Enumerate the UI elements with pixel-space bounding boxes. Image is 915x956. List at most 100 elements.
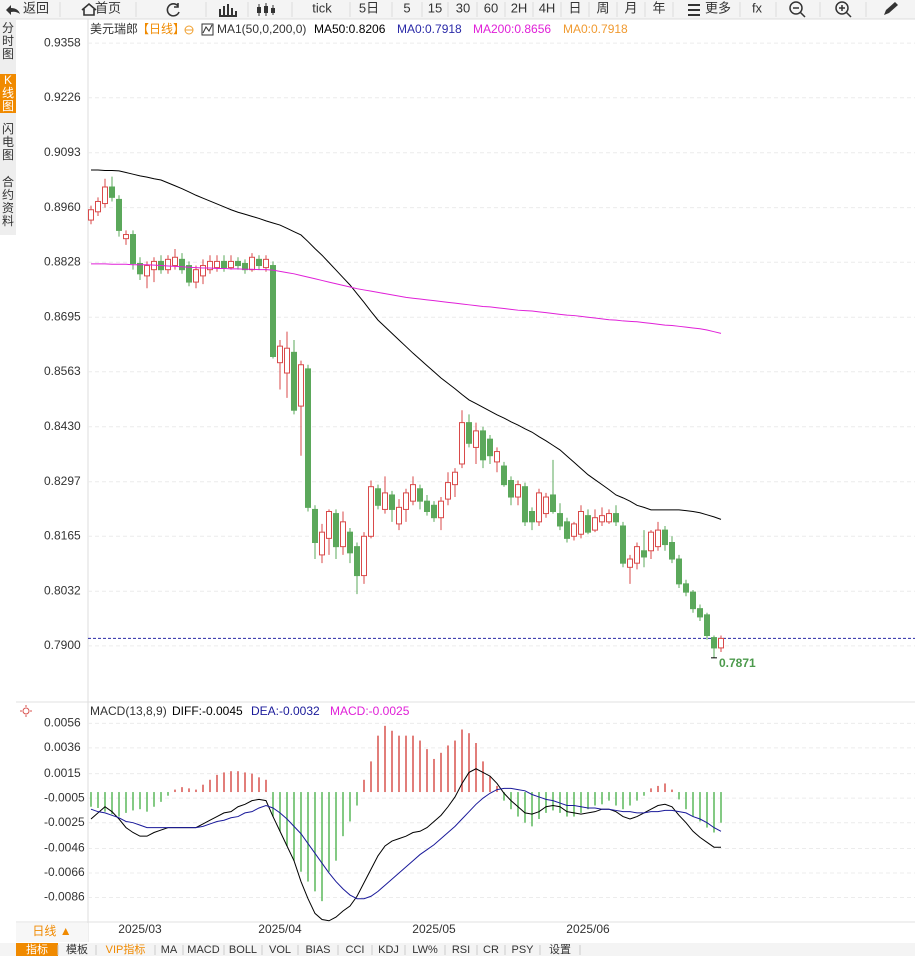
y-tick-label: -0.0046: [44, 841, 85, 855]
bottom-tab[interactable]: LW%: [412, 944, 438, 956]
bar-chart-icon[interactable]: [219, 4, 237, 17]
ma-icon[interactable]: [201, 23, 214, 36]
toolbar-button[interactable]: 月: [624, 0, 637, 15]
toolbar-button[interactable]: 15: [428, 0, 442, 15]
candle-body: [165, 258, 171, 271]
tab-active-bg: [16, 943, 58, 956]
bottom-tab[interactable]: RSI: [452, 944, 470, 956]
candle-body: [683, 583, 689, 593]
macd-bar: [391, 730, 393, 793]
zoom-in-icon[interactable]: [835, 1, 849, 15]
macd-bar: [594, 792, 596, 806]
home-icon[interactable]: [81, 2, 97, 16]
y-tick-label: 0.8032: [44, 583, 81, 597]
side-tab[interactable]: 合约资料: [1, 175, 14, 228]
candle-body: [704, 614, 710, 637]
x-tick-label: 2025/04: [258, 922, 302, 936]
bottom-tab[interactable]: 设置: [549, 943, 571, 956]
macd-bar: [125, 792, 127, 813]
candle-body: [480, 430, 486, 461]
bottom-tab[interactable]: 指标: [26, 942, 48, 956]
period-button-bg[interactable]: [16, 923, 88, 942]
bottom-tab[interactable]: VIP指标: [106, 942, 146, 956]
candle-body: [501, 465, 507, 486]
macd-bar: [503, 792, 505, 801]
y-tick-label: 0.8563: [44, 364, 81, 378]
toolbar-button[interactable]: 周: [596, 0, 609, 15]
y-tick-label: 0.8695: [44, 309, 81, 323]
legend-title: MACD(13,8,9): [90, 704, 167, 718]
legend-item: MA50:0.8206: [314, 22, 386, 36]
y-tick-label: 0.0056: [44, 716, 81, 730]
macd-bar: [279, 792, 281, 832]
macd-bar: [370, 761, 372, 793]
toolbar-button[interactable]: 5日: [359, 0, 379, 15]
macd-bar: [244, 772, 246, 793]
toolbar-button[interactable]: 年: [652, 0, 665, 15]
candle-body: [186, 265, 192, 283]
candle-body: [494, 451, 500, 463]
macd-bar: [398, 735, 400, 793]
candle-body: [711, 637, 717, 649]
ma-line: [91, 169, 722, 520]
menu-icon[interactable]: [688, 4, 700, 16]
toolbar-button[interactable]: 日: [568, 0, 581, 15]
bottom-tab[interactable]: KDJ: [378, 944, 399, 956]
x-tick-label: 2025/05: [412, 922, 456, 936]
toolbar-button[interactable]: 返回: [23, 0, 49, 15]
macd-bar: [384, 725, 386, 793]
toolbar-button[interactable]: 首页: [95, 0, 121, 15]
zoom-out-icon[interactable]: [789, 1, 803, 15]
bottom-tab[interactable]: BIAS: [305, 944, 330, 956]
macd-bar: [489, 776, 491, 793]
candle-body: [487, 438, 493, 457]
side-tab[interactable]: 分时图: [1, 21, 14, 61]
bottom-tab[interactable]: MA: [161, 944, 178, 956]
macd-bar: [300, 792, 302, 872]
macd-bar: [482, 761, 484, 793]
indicator-settings-icon[interactable]: [22, 707, 30, 715]
side-tab[interactable]: K线图: [0, 73, 16, 113]
candle-body: [634, 546, 640, 564]
macd-bar: [356, 792, 358, 806]
bottom-tab[interactable]: BOLL: [229, 944, 257, 956]
period-button[interactable]: 日线 ▲: [32, 924, 71, 938]
candle-icon: [257, 7, 261, 13]
back-icon[interactable]: [6, 5, 20, 15]
pencil-icon[interactable]: [884, 2, 898, 15]
bottom-tab[interactable]: PSY: [511, 944, 534, 956]
macd-bar: [321, 792, 323, 902]
candle-body: [718, 637, 724, 649]
macd-bar: [377, 735, 379, 793]
toolbar-button[interactable]: 30: [456, 0, 470, 15]
macd-bar: [223, 772, 225, 793]
candle-icon: [264, 6, 268, 13]
refresh-icon[interactable]: [166, 3, 180, 17]
legend-indicator: MA1(50,0,200,0): [217, 22, 306, 36]
toolbar-button[interactable]: fx: [752, 0, 763, 15]
candle-body: [641, 550, 647, 558]
toolbar-button[interactable]: 更多: [705, 0, 731, 15]
bottom-tab[interactable]: MACD: [187, 944, 219, 956]
toolbar-button[interactable]: tick: [312, 0, 332, 15]
candle-body: [382, 492, 388, 510]
candle-body: [221, 260, 227, 269]
macd-bar: [202, 784, 204, 793]
toolbar-button[interactable]: 2H: [511, 0, 528, 15]
toolbar-button[interactable]: 60: [484, 0, 498, 15]
y-tick-label: 0.8828: [44, 254, 81, 268]
y-tick-label: 0.0036: [44, 740, 81, 754]
bottom-tab[interactable]: CR: [483, 944, 499, 956]
side-tab[interactable]: 闪电图: [1, 122, 14, 162]
toolbar-button[interactable]: 5: [403, 0, 410, 15]
toolbar-button[interactable]: 4H: [539, 0, 556, 15]
bottom-tab[interactable]: 模板: [66, 942, 88, 956]
bottom-tab[interactable]: CCI: [346, 944, 365, 956]
macd-bar: [335, 792, 337, 861]
macd-bar: [314, 792, 316, 892]
candle-body: [137, 262, 143, 275]
macd-bar: [195, 789, 197, 793]
macd-bar: [307, 792, 309, 882]
bottom-tab[interactable]: VOL: [269, 944, 291, 956]
macd-bar: [671, 789, 673, 793]
